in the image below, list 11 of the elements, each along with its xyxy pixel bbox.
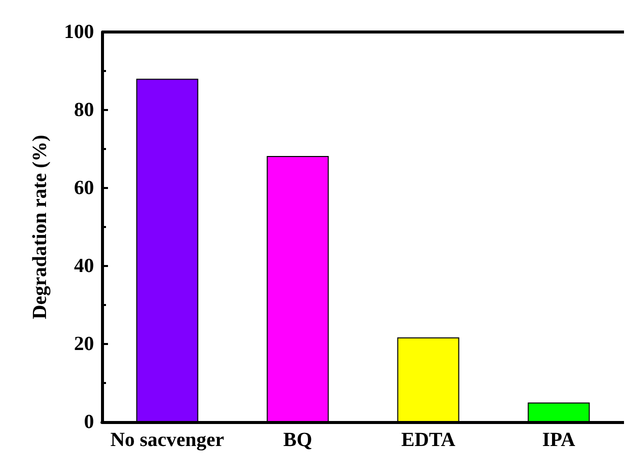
x-tick-label: IPA — [542, 429, 576, 451]
x-tick-label: BQ — [283, 429, 312, 451]
y-tick-label: 100 — [64, 21, 94, 43]
y-tick-label: 60 — [74, 177, 94, 199]
x-tick-label: EDTA — [401, 429, 456, 451]
y-tick-label: 80 — [74, 99, 94, 121]
y-axis-title: Degradation rate (%) — [29, 134, 51, 320]
x-tick-label: No sacvenger — [110, 429, 224, 451]
y-tick-label: 40 — [74, 255, 94, 277]
y-tick-label: 0 — [84, 411, 94, 433]
y-tick-label: 20 — [74, 333, 94, 355]
